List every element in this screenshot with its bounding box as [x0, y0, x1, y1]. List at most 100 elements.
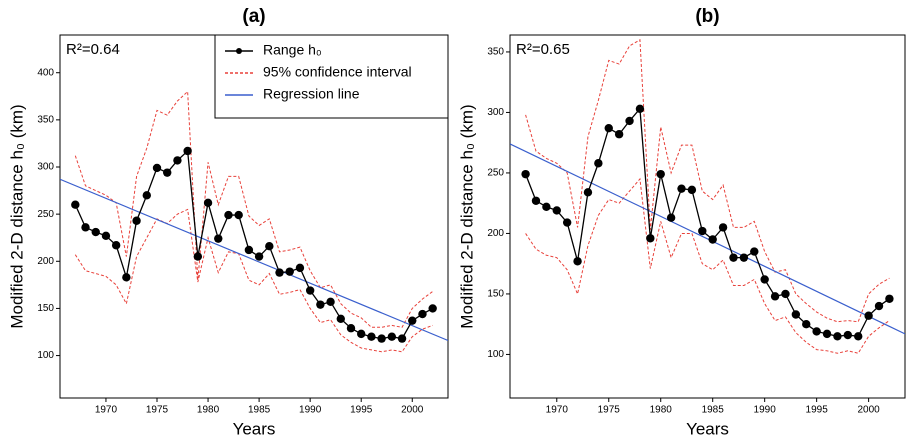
data-point — [739, 253, 749, 262]
data-point — [843, 330, 853, 340]
x-tick-label: 1975 — [598, 405, 621, 416]
confidence-line — [525, 38, 890, 323]
y-tick-label: 350 — [37, 114, 54, 125]
data-point — [81, 223, 90, 232]
annotation: R²=0.65 — [516, 41, 570, 58]
data-point — [635, 104, 645, 114]
data-point — [387, 332, 397, 341]
data-point — [625, 116, 634, 126]
regression-line — [60, 178, 448, 342]
x-tick-label: 2000 — [857, 405, 880, 416]
annotation: R²=0.64 — [66, 41, 120, 58]
data-point — [397, 334, 407, 343]
data-point — [698, 226, 707, 236]
data-point — [71, 200, 80, 209]
legend-label: Range h₀ — [263, 42, 322, 58]
x-tick-label: 1985 — [702, 405, 725, 416]
data-line — [524, 107, 890, 337]
data-point — [305, 286, 315, 295]
y-tick-label: 300 — [487, 107, 504, 118]
data-point — [377, 334, 386, 343]
y-tick-label: 100 — [487, 349, 504, 360]
data-point — [552, 206, 561, 215]
data-point — [316, 300, 325, 309]
data-point — [802, 319, 811, 329]
data-point — [864, 311, 873, 320]
x-tick-label: 1980 — [197, 405, 220, 416]
y-tick-label: 200 — [37, 256, 54, 267]
data-point — [285, 267, 294, 276]
data-point — [234, 210, 243, 220]
data-point — [573, 257, 582, 266]
data-point — [173, 156, 182, 165]
y-tick-label: 150 — [487, 289, 504, 300]
confidence-line — [525, 177, 890, 354]
legend-label: Regression line — [263, 86, 360, 102]
data-point — [326, 297, 335, 307]
data-point — [531, 196, 541, 205]
y-tick-label: 250 — [487, 168, 504, 179]
data-point — [91, 227, 100, 237]
data-point — [193, 252, 203, 261]
x-tick-label: 1970 — [546, 405, 569, 416]
y-tick-label: 400 — [37, 67, 54, 78]
x-tick-label: 2000 — [401, 405, 424, 416]
data-point — [152, 163, 162, 173]
y-tick-label: 300 — [37, 162, 54, 173]
legend-box — [214, 34, 449, 119]
confidence-line — [74, 90, 433, 328]
data-point — [874, 301, 884, 311]
data-point — [346, 324, 356, 333]
data-point — [418, 309, 427, 319]
x-tick-label: 1990 — [299, 405, 322, 416]
data-point — [275, 268, 284, 277]
plot-area — [60, 90, 448, 353]
data-point — [224, 210, 233, 220]
data-point — [677, 184, 686, 193]
data-point — [614, 130, 624, 139]
data-point — [244, 245, 254, 255]
chart-title: (a) — [242, 6, 265, 27]
legend-label: 95% confidence interval — [263, 64, 412, 80]
data-point — [163, 168, 172, 177]
data-point — [666, 213, 676, 222]
data-point — [718, 223, 728, 232]
y-tick-label: 200 — [487, 228, 504, 239]
data-point — [687, 185, 697, 195]
x-tick-label: 1975 — [146, 405, 169, 416]
data-point — [183, 146, 192, 156]
data-point — [214, 234, 223, 243]
x-axis-label: Years — [233, 419, 276, 438]
data-point — [122, 273, 131, 282]
data-point — [336, 314, 345, 323]
data-point — [604, 123, 613, 133]
x-tick-label: 1970 — [95, 405, 118, 416]
data-point — [265, 242, 274, 251]
data-point — [111, 241, 121, 250]
data-point — [101, 231, 111, 241]
data-point — [781, 289, 790, 299]
data-point — [708, 235, 717, 244]
plot-frame — [509, 34, 906, 399]
chart-title: (b) — [695, 6, 719, 27]
data-point — [760, 275, 769, 284]
data-point — [833, 332, 842, 341]
data-line — [74, 149, 433, 340]
x-tick-label: 1995 — [806, 405, 829, 416]
y-tick-label: 250 — [37, 209, 54, 220]
y-tick-label: 150 — [37, 303, 54, 314]
data-point — [770, 292, 780, 301]
data-point — [357, 329, 366, 339]
y-tick-label: 100 — [37, 350, 54, 361]
data-point — [562, 218, 572, 227]
data-point — [428, 304, 437, 313]
data-point — [583, 188, 593, 197]
data-point — [203, 198, 213, 208]
data-point — [854, 332, 863, 341]
data-point — [521, 169, 530, 179]
data-point — [295, 263, 305, 273]
x-tick-label: 1985 — [248, 405, 271, 416]
data-point — [542, 202, 551, 212]
